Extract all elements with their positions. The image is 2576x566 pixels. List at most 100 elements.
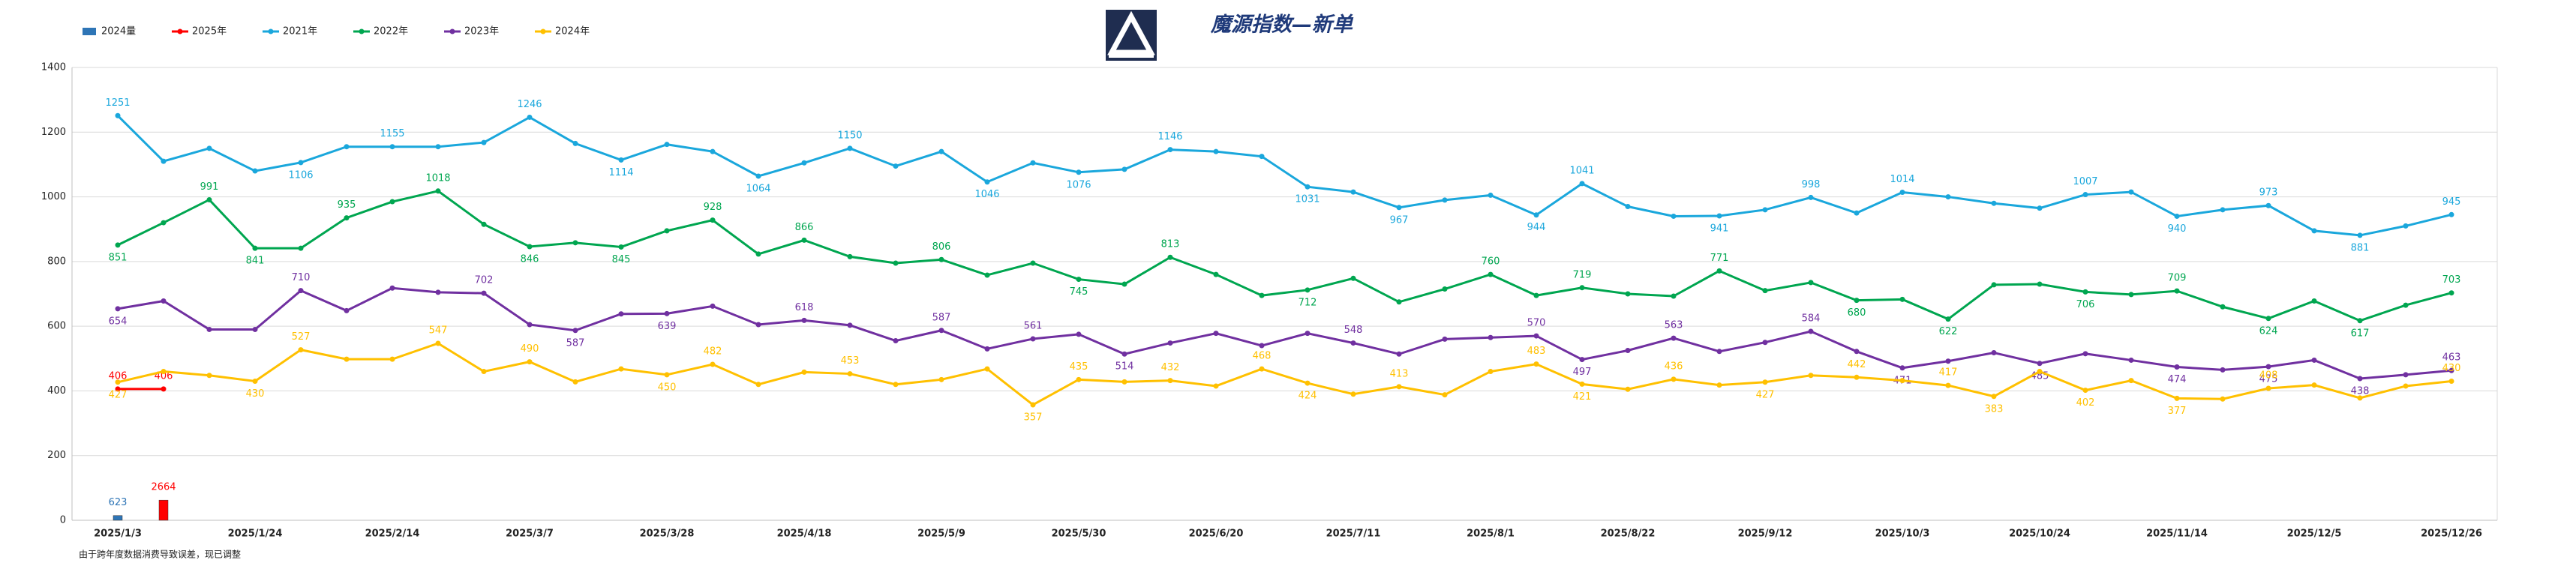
y-tick-label: 400 xyxy=(47,385,66,397)
point xyxy=(1213,331,1219,337)
data-label: 806 xyxy=(932,241,951,253)
point xyxy=(710,361,716,367)
data-label: 1076 xyxy=(1066,179,1091,190)
data-label: 944 xyxy=(1527,222,1546,233)
point xyxy=(2037,369,2043,375)
data-label: 941 xyxy=(1710,223,1729,235)
series-line xyxy=(117,286,2452,380)
point xyxy=(1076,331,1082,337)
legend-marker xyxy=(359,28,365,34)
data-label: 760 xyxy=(1482,256,1500,268)
x-tick-label: 2025/7/11 xyxy=(1326,529,1381,540)
data-label: 547 xyxy=(429,325,448,337)
point xyxy=(389,199,395,205)
point xyxy=(1808,194,1814,200)
data-label: 617 xyxy=(2351,328,2370,339)
data-label: 514 xyxy=(1115,361,1134,373)
point xyxy=(2311,298,2317,304)
point xyxy=(1488,271,1494,277)
data-label: 438 xyxy=(2351,386,2370,397)
point xyxy=(481,139,487,145)
legend-marker xyxy=(540,28,546,34)
point xyxy=(1350,275,1356,281)
point xyxy=(527,114,533,120)
point xyxy=(1762,340,1768,346)
point xyxy=(1899,190,1905,196)
point xyxy=(527,359,533,365)
data-label: 587 xyxy=(932,312,951,323)
point xyxy=(2403,302,2409,308)
point xyxy=(801,317,807,323)
point xyxy=(481,290,487,296)
point xyxy=(755,173,761,179)
point xyxy=(984,179,990,185)
point xyxy=(1259,292,1265,298)
point xyxy=(1167,254,1173,260)
data-label: 703 xyxy=(2442,274,2461,286)
series-line xyxy=(116,115,2452,237)
data-label: 468 xyxy=(1253,351,1271,362)
legend-swatch xyxy=(83,28,96,35)
point xyxy=(2311,228,2317,234)
point xyxy=(1808,373,1814,379)
point xyxy=(1991,200,1997,206)
data-label: 1014 xyxy=(1890,174,1914,185)
point xyxy=(572,240,578,246)
point xyxy=(1625,348,1631,353)
point xyxy=(527,322,533,328)
point xyxy=(1945,194,1951,200)
point xyxy=(1716,349,1722,355)
point xyxy=(801,160,807,166)
bar xyxy=(113,515,123,521)
data-label: 450 xyxy=(658,382,677,393)
point xyxy=(115,112,121,118)
point xyxy=(1305,184,1311,190)
point xyxy=(893,260,899,266)
point xyxy=(2174,364,2180,370)
point xyxy=(1030,160,1036,166)
data-label: 1064 xyxy=(746,183,770,194)
point xyxy=(2128,357,2134,363)
y-tick-label: 600 xyxy=(47,321,66,332)
point xyxy=(1488,369,1494,375)
point xyxy=(1671,213,1677,219)
point xyxy=(2174,395,2180,401)
point xyxy=(1625,386,1631,392)
point xyxy=(984,366,990,372)
x-tick-label: 2025/8/1 xyxy=(1467,529,1515,540)
point xyxy=(1396,299,1402,305)
point xyxy=(2265,364,2271,370)
data-label: 1150 xyxy=(837,130,862,141)
point xyxy=(1213,148,1219,154)
point xyxy=(1945,358,1951,364)
point xyxy=(435,188,441,194)
point xyxy=(1076,169,1082,175)
data-label: 1106 xyxy=(288,169,313,181)
point xyxy=(1076,376,1082,382)
data-label: 427 xyxy=(109,389,128,400)
data-label: 482 xyxy=(704,346,722,358)
point xyxy=(2448,211,2454,217)
data-label: 402 xyxy=(2076,397,2095,409)
point xyxy=(2311,357,2317,363)
point xyxy=(1167,340,1173,346)
data-label: 408 xyxy=(2259,370,2278,381)
point xyxy=(298,288,304,294)
point xyxy=(481,221,487,227)
data-label: 998 xyxy=(1802,179,1821,190)
point xyxy=(389,144,395,150)
data-label: 421 xyxy=(1573,391,1592,403)
point xyxy=(1030,336,1036,342)
data-label: 845 xyxy=(612,254,631,265)
point xyxy=(1121,166,1127,172)
point xyxy=(344,144,350,150)
data-label: 490 xyxy=(521,343,539,355)
point xyxy=(161,220,167,226)
data-label: 430 xyxy=(2442,363,2461,374)
x-tick-label: 2025/2/14 xyxy=(365,529,420,540)
point xyxy=(206,373,212,379)
data-label: 453 xyxy=(841,355,860,367)
data-label: 881 xyxy=(2351,242,2370,253)
point xyxy=(1991,282,1997,288)
point xyxy=(1762,288,1768,294)
